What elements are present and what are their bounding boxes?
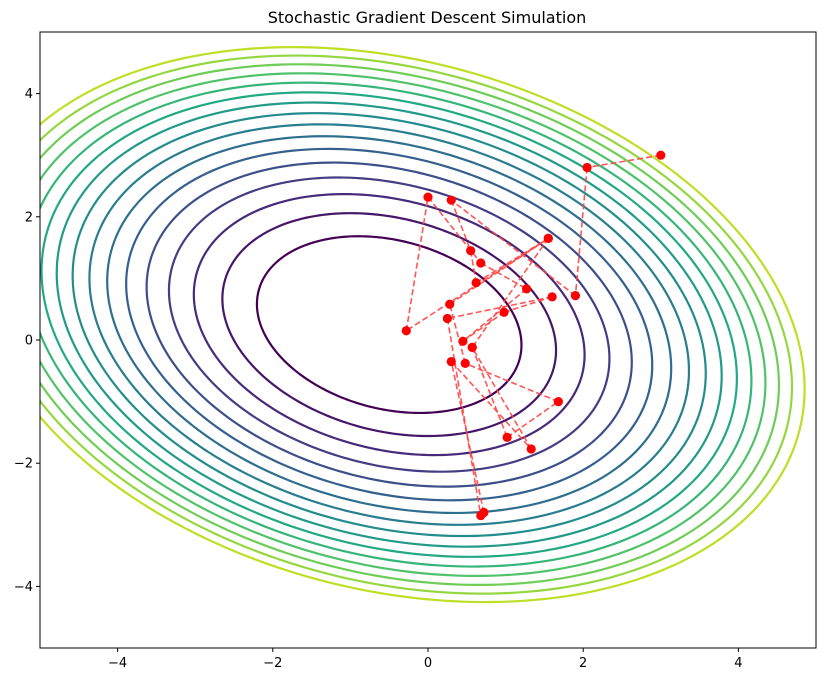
x-tick-label: −2: [263, 656, 282, 671]
path-point: [526, 444, 536, 454]
path-segment: [471, 347, 508, 438]
contour-level: [167, 176, 611, 473]
y-tick-label: −2: [14, 457, 33, 472]
path-point: [656, 150, 666, 160]
path-segment: [450, 361, 485, 513]
y-tick-label: −4: [14, 580, 33, 595]
path-point: [570, 291, 581, 301]
contour-level: [55, 101, 723, 548]
y-tick-label: 2: [25, 210, 33, 225]
x-tick-label: 2: [579, 656, 587, 671]
contour-level: [221, 212, 558, 438]
path-segment: [464, 362, 559, 403]
path-segment: [475, 237, 549, 284]
path-point: [466, 246, 476, 256]
contour-level: [192, 192, 586, 457]
y-tick-label: 4: [25, 87, 33, 102]
contour-level: [125, 147, 654, 502]
path-segment: [405, 196, 429, 331]
contour-level: [255, 235, 523, 415]
path-point: [446, 356, 456, 367]
path-point: [423, 192, 433, 202]
path-segment: [450, 199, 472, 251]
path-point: [547, 292, 557, 302]
path-point: [476, 258, 486, 268]
path-point: [543, 233, 553, 243]
contour-level: [40, 72, 767, 578]
contour-level: [40, 54, 794, 595]
path-segment: [427, 196, 482, 264]
contour-level: [106, 135, 673, 515]
y-axis: −4 −2 0 2 4: [14, 87, 40, 595]
path-segment: [449, 237, 549, 305]
x-tick-label: 4: [734, 656, 742, 671]
contour-level: [88, 123, 691, 526]
contour-level: [145, 161, 633, 488]
path-segment: [586, 154, 661, 169]
contour-level: [40, 91, 738, 558]
y-tick-label: 0: [25, 334, 33, 349]
x-axis: −4 −2 0 2 4: [108, 648, 743, 671]
x-tick-label: −4: [108, 656, 127, 671]
path-point: [442, 313, 452, 324]
x-tick-label: 0: [424, 656, 432, 671]
chart-title: Stochastic Gradient Descent Simulation: [268, 8, 587, 27]
contour-lines: [40, 46, 806, 604]
path-point: [401, 326, 411, 336]
path-segment: [446, 318, 482, 516]
path-point: [521, 284, 532, 294]
path-point: [471, 278, 481, 288]
path-point: [479, 507, 489, 518]
path-segment: [506, 400, 559, 438]
path-segment: [448, 304, 467, 364]
path-point: [445, 299, 455, 309]
path-point: [458, 336, 468, 346]
contour-level: [40, 81, 753, 568]
contour-level: [40, 46, 806, 604]
path-point: [499, 307, 509, 317]
path-point: [446, 195, 456, 205]
sgd-points: [401, 150, 666, 521]
path-point: [467, 342, 477, 352]
path-segment: [574, 167, 588, 296]
sgd-path: [405, 154, 661, 517]
path-point: [502, 432, 512, 442]
path-segment: [450, 361, 532, 450]
path-point: [582, 162, 592, 173]
path-segment: [469, 250, 477, 283]
path-segment: [471, 237, 549, 348]
path-segment: [471, 346, 532, 450]
path-point: [553, 397, 563, 407]
path-segment: [462, 311, 505, 342]
path-point: [460, 358, 470, 369]
contour-level: [40, 63, 781, 587]
path-segment: [450, 199, 576, 297]
contour-level: [71, 112, 707, 538]
